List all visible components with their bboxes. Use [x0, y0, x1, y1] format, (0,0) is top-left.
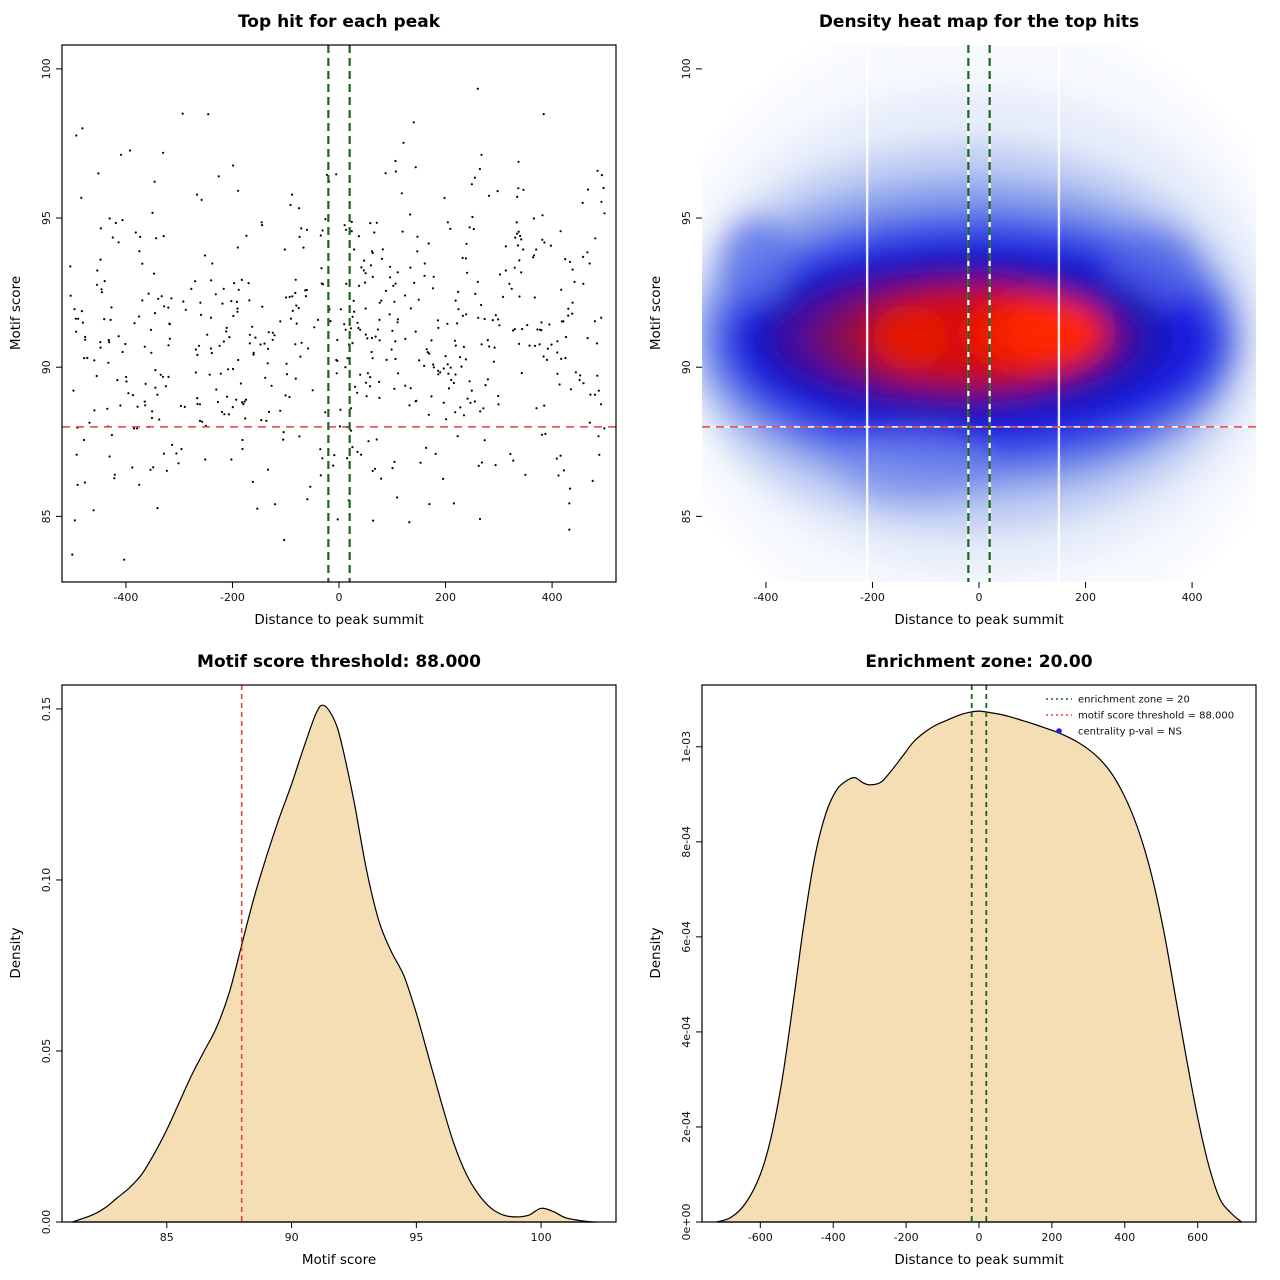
svg-text:90: 90 [40, 360, 53, 374]
panel-distance-density: enrichment zone = 20 motif score threshol… [640, 640, 1280, 1280]
svg-text:400: 400 [1182, 591, 1203, 604]
svg-text:95: 95 [409, 1231, 423, 1244]
svg-text:6e-04: 6e-04 [680, 921, 693, 953]
svg-text:-200: -200 [860, 591, 885, 604]
svg-text:1e-03: 1e-03 [680, 731, 693, 763]
svg-text:85: 85 [160, 1231, 174, 1244]
svg-text:200: 200 [1041, 1231, 1062, 1244]
x-axis-label: Motif score [301, 1252, 377, 1268]
panel-score-density: 85 90 95 100 0.00 0.05 0.10 0.15 Motif score th… [0, 640, 640, 1280]
svg-text:0.00: 0.00 [40, 1210, 53, 1235]
svg-text:100: 100 [531, 1231, 552, 1244]
chart-title: Enrichment zone: 20.00 [865, 652, 1093, 672]
svg-text:-400: -400 [753, 591, 778, 604]
svg-text:95: 95 [40, 211, 53, 225]
heatmap-plot: -400 -200 0 200 400 85 90 95 100 [680, 45, 1256, 604]
svg-text:100: 100 [40, 58, 53, 79]
svg-text:2e-04: 2e-04 [680, 1111, 693, 1143]
y-axis-label: Density [648, 927, 664, 979]
svg-text:95: 95 [680, 211, 693, 225]
distance-density-plot: enrichment zone = 20 motif score threshol… [680, 684, 1257, 1244]
svg-text:-600: -600 [748, 1231, 773, 1244]
svg-text:85: 85 [680, 509, 693, 523]
svg-text:200: 200 [1075, 591, 1096, 604]
svg-text:0: 0 [976, 591, 983, 604]
svg-text:-200: -200 [220, 591, 245, 604]
svg-text:600: 600 [1187, 1231, 1208, 1244]
chart-title: Density heat map for the top hits [818, 12, 1140, 32]
svg-text:200: 200 [435, 591, 456, 604]
scatter-plot: -400 -200 0 200 400 85 90 95 100 [40, 44, 617, 604]
panel-scatter: -400 -200 0 200 400 85 90 95 100 Top hit for eac… [0, 0, 640, 640]
svg-text:100: 100 [680, 58, 693, 79]
y-axis-label: Motif score [648, 275, 664, 351]
x-axis-label: Distance to peak summit [894, 1252, 1064, 1268]
chart-title: Motif score threshold: 88.000 [197, 652, 481, 672]
svg-text:0.15: 0.15 [40, 697, 53, 722]
chart-title: Top hit for each peak [237, 12, 441, 32]
svg-text:enrichment zone = 20: enrichment zone = 20 [1078, 695, 1190, 706]
svg-text:400: 400 [542, 591, 563, 604]
svg-text:centrality p-val = NS: centrality p-val = NS [1078, 727, 1182, 738]
svg-text:90: 90 [285, 1231, 299, 1244]
score-density-plot: 85 90 95 100 0.00 0.05 0.10 0.15 [40, 684, 617, 1244]
y-axis-label: Motif score [8, 275, 24, 351]
svg-text:90: 90 [680, 360, 693, 374]
y-axis-label: Density [8, 927, 24, 979]
svg-text:-200: -200 [894, 1231, 919, 1244]
svg-text:0.10: 0.10 [40, 868, 53, 893]
svg-text:-400: -400 [113, 591, 138, 604]
svg-text:85: 85 [40, 509, 53, 523]
svg-text:0.05: 0.05 [40, 1039, 53, 1064]
svg-text:motif score threshold = 88.000: motif score threshold = 88.000 [1078, 711, 1234, 722]
svg-text:0: 0 [976, 1231, 983, 1244]
svg-text:400: 400 [1114, 1231, 1135, 1244]
x-axis-label: Distance to peak summit [254, 612, 424, 628]
panel-heatmap: -400 -200 0 200 400 85 90 95 100 Density heat ma… [640, 0, 1280, 640]
svg-text:0e+00: 0e+00 [680, 1204, 693, 1241]
x-axis-label: Distance to peak summit [894, 612, 1064, 628]
svg-text:8e-04: 8e-04 [680, 826, 693, 858]
svg-text:4e-04: 4e-04 [680, 1016, 693, 1048]
svg-text:-400: -400 [821, 1231, 846, 1244]
svg-text:0: 0 [336, 591, 343, 604]
